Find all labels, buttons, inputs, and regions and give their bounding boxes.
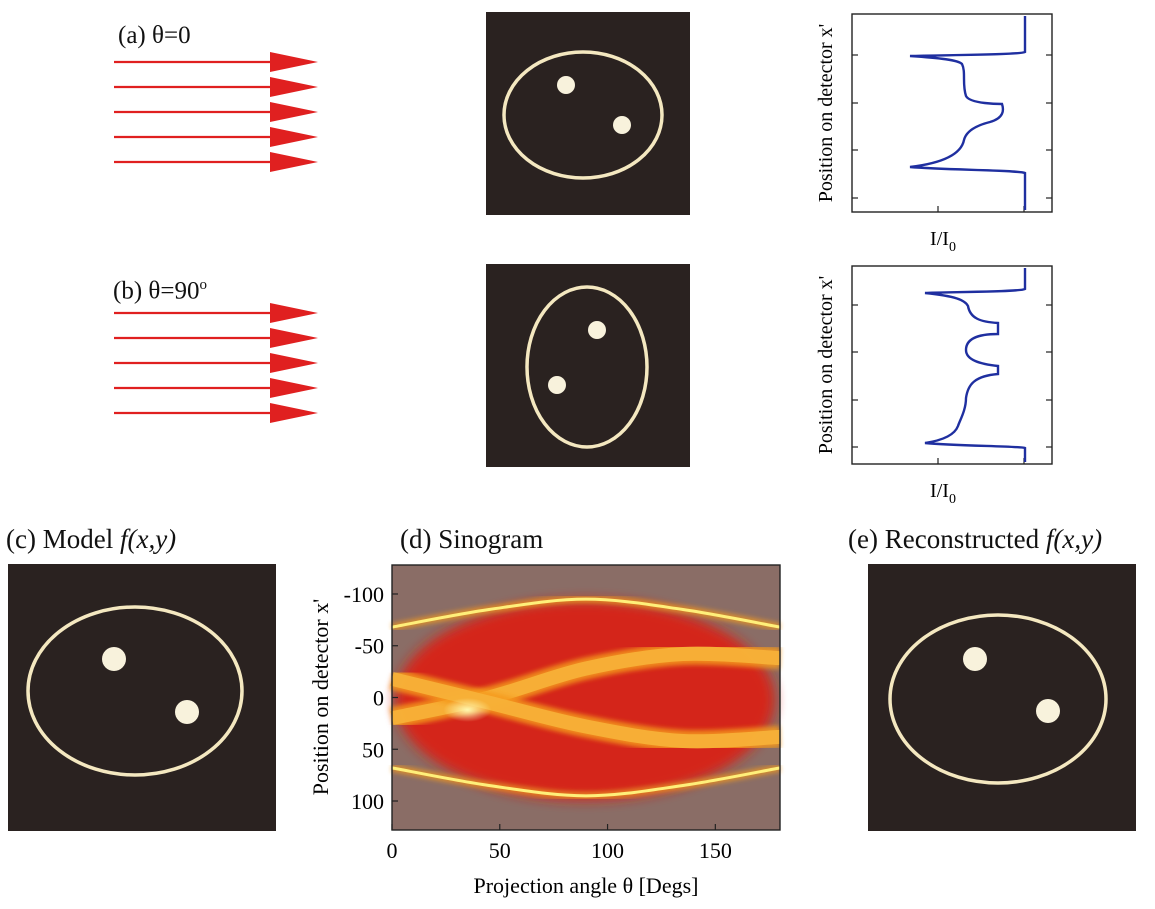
sinogram-xtick-label: 0: [387, 838, 398, 863]
sinogram-chart: 0 50 100 150 -100 -50 0 50 100 Projection angle …: [308, 564, 781, 898]
profile-plot-a: Position on detector x' I/I0: [815, 13, 1053, 255]
panel-label-a: (a) θ=0: [118, 22, 191, 49]
object-image-b: [486, 264, 690, 467]
sinogram-ytick-label: 0: [373, 686, 384, 711]
reconstructed-image: [868, 564, 1136, 831]
sinogram-xlabel: Projection angle θ [Degs]: [474, 873, 699, 898]
beam-arrows-b: [114, 303, 318, 423]
sinogram-ytick-label: 100: [351, 789, 384, 814]
panel-label-b: (b) θ=90o: [113, 277, 207, 305]
object-image-a: [486, 12, 690, 215]
sinogram-xtick-label: 50: [489, 838, 511, 863]
sinogram-ticks: 0 50 100 150 -100 -50 0 50 100: [344, 582, 732, 863]
sinogram-curve: [391, 766, 781, 798]
sinogram-xtick-label: 150: [699, 838, 732, 863]
profile-plot-b: Position on detector x' I/I0: [815, 265, 1053, 507]
model-image: [8, 564, 276, 831]
profile-ylabel-b: Position on detector x': [815, 276, 837, 455]
sinogram-bright-spot: [443, 697, 492, 722]
profile-curve-a: [909, 16, 1027, 210]
sinogram-ylabel: Position on detector x': [308, 599, 333, 795]
sinogram-ytick-label: 50: [362, 737, 384, 762]
panel-label-c: (c) Model f(x,y): [6, 524, 177, 554]
sinogram-curve: [391, 597, 781, 629]
profile-curve-b: [924, 268, 1027, 462]
sinogram-curve: [390, 672, 781, 749]
profile-ylabel-a: Position on detector x': [815, 24, 837, 203]
sinogram-xtick-label: 100: [591, 838, 624, 863]
profile-xlabel-b: I/I0: [930, 480, 956, 507]
beam-arrows-a: [114, 52, 318, 172]
sinogram-ytick-label: -100: [344, 582, 384, 607]
panel-label-d: (d) Sinogram: [400, 524, 544, 554]
sinogram-curves: [389, 595, 781, 800]
profile-xlabel-a: I/I0: [930, 228, 956, 255]
sinogram-ytick-label: -50: [355, 634, 384, 659]
panel-label-e: (e) Reconstructed f(x,y): [848, 524, 1103, 554]
